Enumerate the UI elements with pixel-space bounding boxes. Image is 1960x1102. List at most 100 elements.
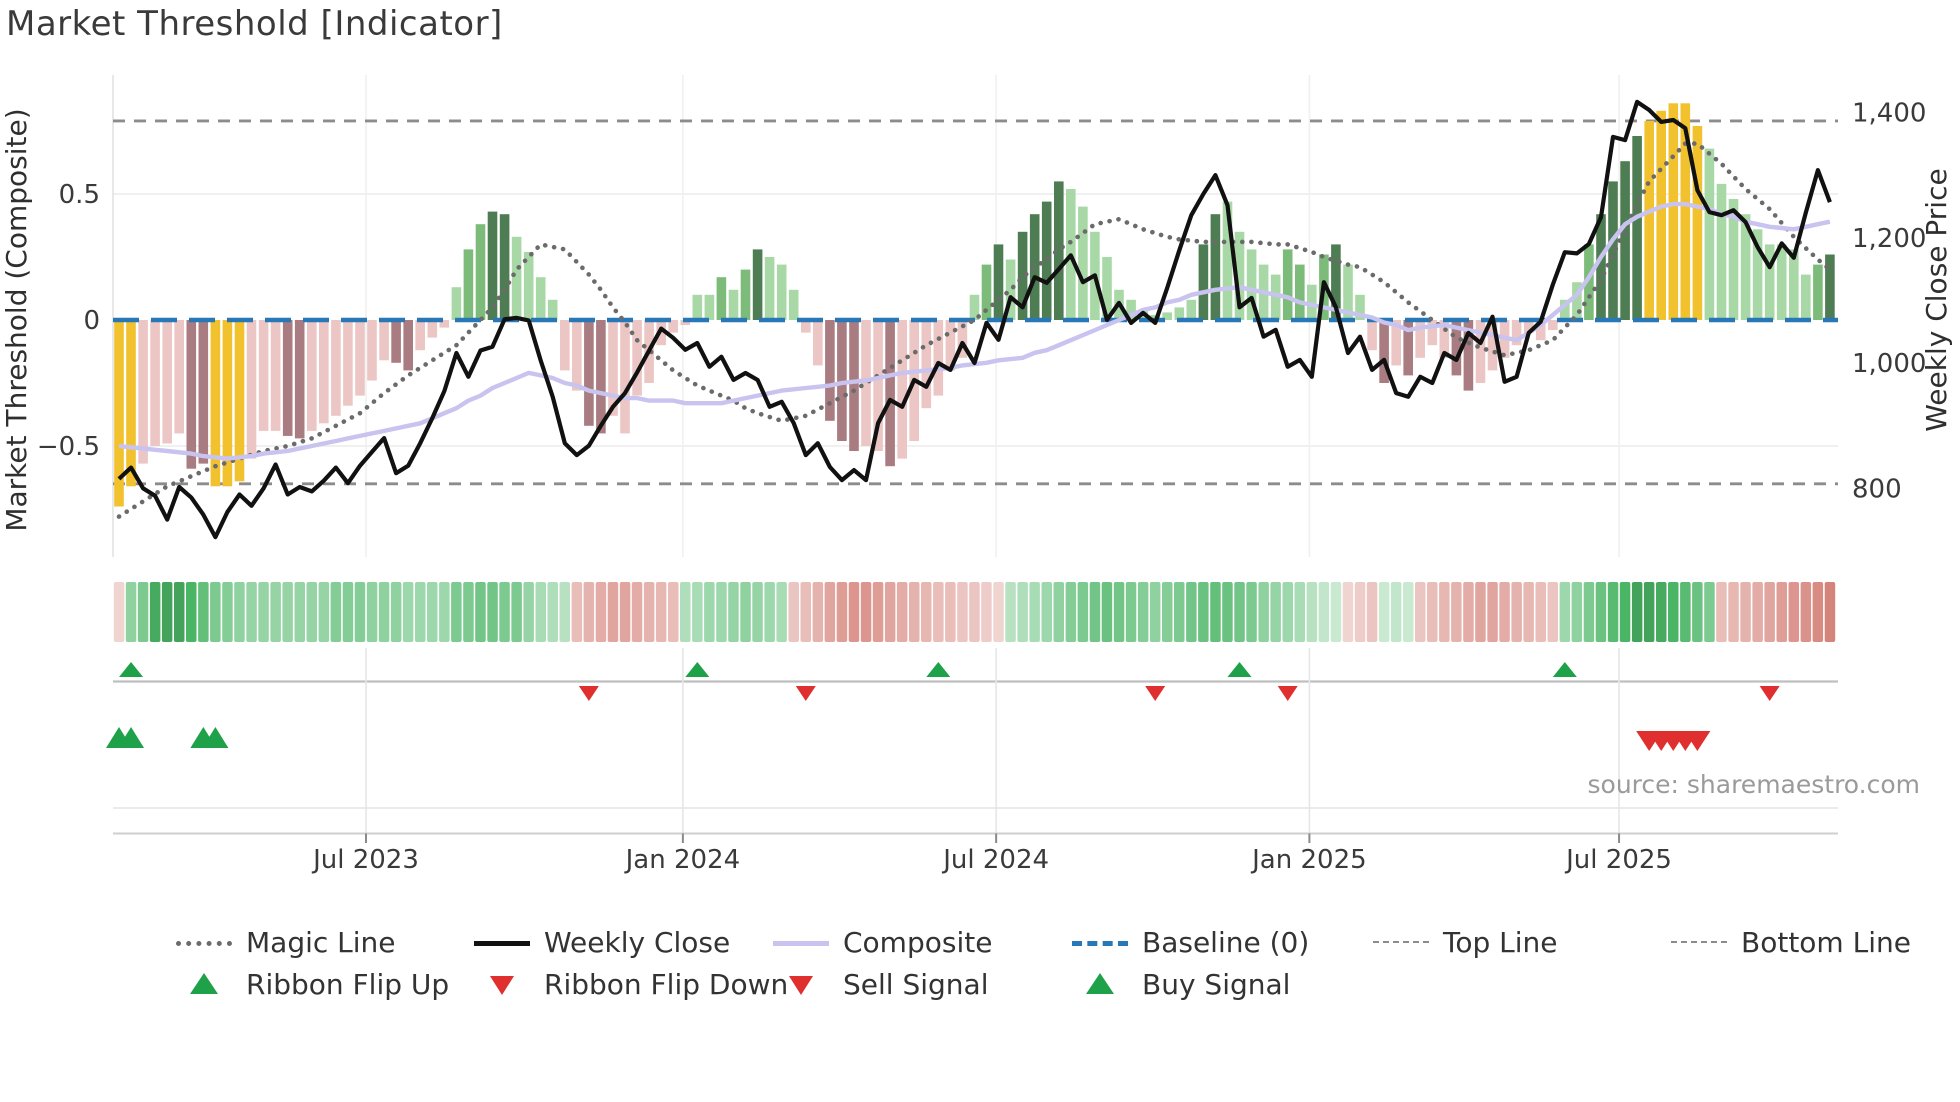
ribbon-cell xyxy=(884,582,896,642)
composite-bar xyxy=(716,277,727,320)
ribbon-cell xyxy=(643,582,655,642)
ribbon-cell xyxy=(1282,582,1293,642)
composite-bar xyxy=(294,320,305,439)
y-tick-label-right: 1,400 xyxy=(1852,99,1926,129)
ribbon-cell xyxy=(1246,582,1257,642)
ribbon-cell xyxy=(1547,582,1558,642)
composite-bar xyxy=(1813,264,1823,320)
ribbon-flip-down-marker xyxy=(795,686,816,701)
ribbon-cell xyxy=(427,582,438,642)
composite-bar xyxy=(114,320,124,507)
ribbon-cell xyxy=(1149,582,1161,642)
ribbon-cell xyxy=(535,582,546,642)
ribbon-cell xyxy=(945,582,956,642)
ribbon-flip-down-marker xyxy=(1277,686,1298,701)
ribbon-cell xyxy=(680,582,691,642)
chart-svg: 0.5 0 −0.5 1,400 1,200 1,000 800 Jul 2023 Jan 20… xyxy=(0,75,1953,876)
composite-bar xyxy=(1367,320,1377,351)
ribbon-cell xyxy=(1017,582,1028,642)
y-tick-label-right: 1,200 xyxy=(1852,224,1926,254)
ribbon-cell xyxy=(1198,582,1209,642)
ribbon-cell xyxy=(1065,582,1077,642)
ribbon-cell xyxy=(607,582,619,642)
composite-bar xyxy=(343,320,353,406)
ribbon-cell xyxy=(1631,582,1643,642)
series-lines-layer xyxy=(116,99,1833,540)
ribbon-cell xyxy=(1270,582,1281,642)
ribbon-cell xyxy=(1354,582,1366,642)
composite-bar xyxy=(391,320,401,363)
ribbon-cell xyxy=(1125,582,1137,642)
ribbon-cell xyxy=(872,582,884,642)
ribbon-cell xyxy=(1258,582,1269,642)
ribbon-cell xyxy=(1318,582,1330,642)
composite-bar xyxy=(174,320,184,434)
x-tick-label: Jul 2025 xyxy=(1564,845,1672,875)
composite-bar xyxy=(282,320,293,436)
ribbon-cell xyxy=(655,582,667,642)
composite-bar xyxy=(752,249,763,320)
ribbon-cell xyxy=(1571,582,1583,642)
ribbon-cell xyxy=(1692,582,1703,642)
composite-bar xyxy=(560,320,570,371)
ribbon-cell xyxy=(1005,582,1016,642)
ribbon-cell xyxy=(1210,582,1221,642)
ribbon-cell xyxy=(1306,582,1318,642)
ribbon-cell xyxy=(1583,582,1595,642)
ribbon-cell xyxy=(270,582,281,642)
ribbon-cell xyxy=(318,582,330,642)
ribbon-flip-up-marker xyxy=(685,662,710,677)
y-tick-label-right: 1,000 xyxy=(1852,349,1926,379)
solid-line-swatch xyxy=(773,941,829,946)
composite-bar xyxy=(861,320,871,446)
composite-bar xyxy=(1620,161,1630,320)
ribbon-cell xyxy=(1788,582,1799,642)
composite-bar xyxy=(1102,257,1112,320)
composite-bar xyxy=(1041,201,1052,320)
source-attribution: source: sharemaestro.com xyxy=(1587,770,1921,799)
composite-bar xyxy=(680,320,691,325)
composite-bar xyxy=(1403,320,1413,376)
ribbon-cell xyxy=(402,582,414,642)
y-tick-label-right: 800 xyxy=(1852,474,1902,504)
magic-line xyxy=(116,141,1833,519)
ribbon-cell xyxy=(1053,582,1064,642)
ribbon-cell xyxy=(1390,582,1402,642)
composite-bar xyxy=(379,320,389,361)
ribbon-cell xyxy=(149,582,161,642)
ribbon-cell xyxy=(198,582,209,642)
ribbon-cell xyxy=(1089,582,1101,642)
ribbon-cell xyxy=(137,582,149,642)
ribbon-cell xyxy=(812,582,824,642)
ribbon-cell xyxy=(294,582,305,642)
ribbon-cell xyxy=(764,582,775,642)
solid-line-swatch xyxy=(474,941,530,946)
ribbon-cell xyxy=(1342,582,1354,642)
composite-bar xyxy=(415,320,425,351)
left-axis-title: Market Threshold (Composite) xyxy=(0,108,33,531)
composite-bar xyxy=(692,294,703,320)
dashed-line-swatch xyxy=(1072,941,1128,946)
composite-bar xyxy=(523,252,534,320)
composite-bar xyxy=(1584,244,1594,320)
composite-bar xyxy=(1210,214,1221,320)
composite-bar xyxy=(837,320,847,441)
composite-bar xyxy=(162,320,172,444)
composite-bar xyxy=(1355,294,1365,320)
ribbon-cell xyxy=(933,582,944,642)
ribbon-cell xyxy=(800,582,811,642)
ribbon-cell xyxy=(1523,582,1534,642)
composite-bar xyxy=(258,320,269,431)
composite-bar xyxy=(463,249,474,320)
ribbon-cell xyxy=(1668,582,1679,642)
ribbon-cell xyxy=(1716,582,1727,642)
ribbon-cell xyxy=(1330,582,1342,642)
ribbon-cell xyxy=(776,582,787,642)
x-tick-label: Jul 2023 xyxy=(311,845,419,875)
ribbon-cell xyxy=(210,582,221,642)
ribbon-cell xyxy=(559,582,570,642)
axis-ticks-layer: 0.5 0 −0.5 1,400 1,200 1,000 800 Jul 2023 Jan 20… xyxy=(37,99,1927,876)
composite-bar xyxy=(1644,120,1654,321)
composite-bar xyxy=(319,320,329,424)
ribbon-cell xyxy=(969,582,980,642)
